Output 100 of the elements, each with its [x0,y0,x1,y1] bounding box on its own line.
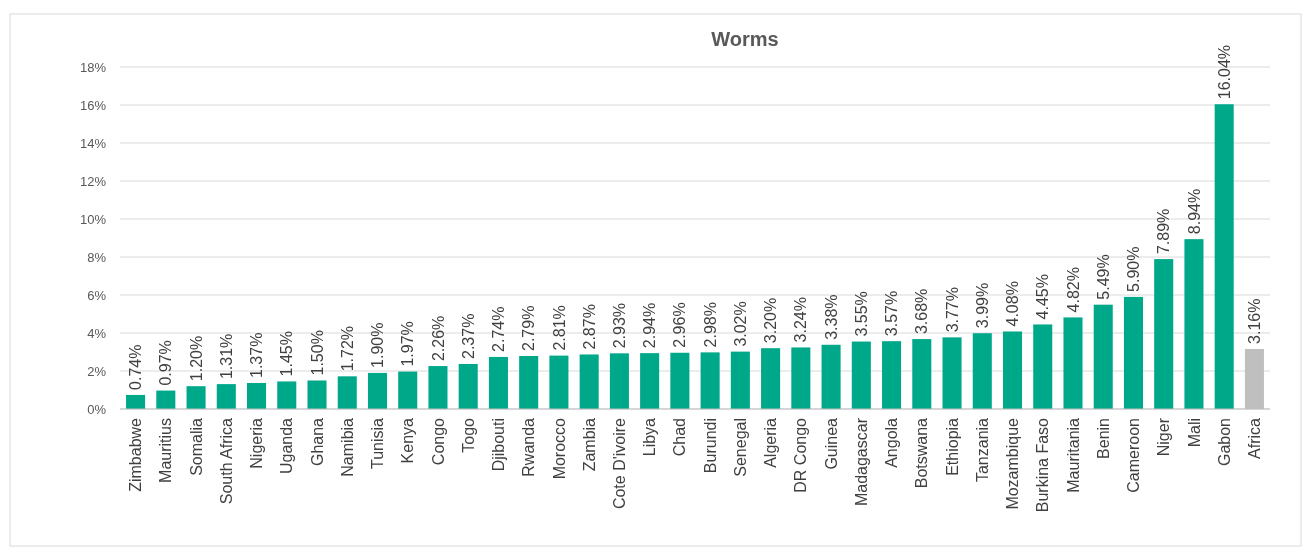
x-tick-label: Ethiopia [943,417,961,476]
bar [821,344,841,409]
data-label: 5.90% [1125,246,1143,292]
x-tick-label: Rwanda [520,417,538,477]
data-label: 3.20% [762,297,780,344]
bar [972,333,992,409]
x-tick-label: Mozambique [1004,417,1022,510]
bar [337,376,357,409]
chart-title: Worms [711,28,779,50]
bar [488,356,508,409]
x-tick-label: Djibouti [490,418,508,472]
x-tick-label: Benin [1094,418,1112,459]
x-tick-label: Zambia [580,417,598,472]
data-label: 2.74% [490,306,508,352]
data-label: 3.38% [822,294,840,340]
bar [791,347,811,409]
data-label: 4.82% [1064,267,1082,313]
y-tick-label: 0% [87,401,107,417]
x-tick-label: Zimbabwe [127,417,145,492]
bar [519,355,539,409]
bar [247,382,267,409]
bar [1002,331,1023,409]
bar [670,352,690,409]
data-label: 3.99% [973,282,991,329]
bar [428,366,448,409]
x-tick-label: Tunisia [369,417,387,469]
y-tick-label: 4% [87,325,107,341]
bar [851,341,871,409]
x-tick-label: Togo [459,417,477,453]
x-tick-label: Congo [429,417,447,466]
x-tick-label: Niger [1155,417,1173,457]
x-tick-label: Mauritius [157,418,175,483]
data-label: 2.26% [429,315,447,362]
bar [1214,104,1234,409]
x-tick-label: Angola [883,417,901,468]
x-tick-label: Botswana [913,417,931,489]
data-label: 2.98% [701,302,719,348]
data-label: 2.93% [611,302,628,349]
bar [398,371,418,409]
data-label: 2.87% [580,304,598,350]
x-tick-label: Nigeria [248,417,266,469]
x-tick-label: Morocco [550,417,568,480]
data-label: 1.37% [248,332,266,378]
x-tick-label: Uganda [278,417,296,475]
x-tick-label: Burundi [701,418,719,474]
x-tick-label: Namibia [338,417,356,477]
data-label: 3.68% [913,288,931,335]
data-label: 3.55% [852,291,870,337]
data-label: 1.45% [278,331,296,377]
x-tick-label: Somalia [187,417,205,476]
x-tick-label: Burkina Faso [1034,417,1052,513]
data-label: 0.74% [127,344,145,390]
bar [609,353,629,409]
y-tick-label: 16% [79,97,107,113]
data-label: 2.37% [459,313,477,359]
data-label: 3.57% [883,290,901,337]
x-tick-label: Guinea [822,417,840,470]
data-label: 1.20% [187,335,205,382]
data-label: 2.94% [641,302,659,349]
bar [186,386,206,409]
data-label: 4.45% [1034,274,1052,320]
data-label: 8.94% [1185,188,1203,235]
data-label: 0.97% [157,340,175,386]
y-tick-label: 8% [87,249,107,265]
data-label: 1.72% [338,325,356,372]
x-tick-label: Tanzania [973,417,991,483]
x-tick-label: DR Congo [792,417,810,493]
y-tick-label: 10% [79,211,107,227]
data-label: 3.24% [792,297,810,343]
x-tick-label: Africa [1246,417,1264,459]
bar [549,355,569,409]
x-tick-label: Madagascar [852,417,870,507]
bar [700,352,720,409]
bar [277,381,297,409]
data-label: 5.49% [1094,254,1112,300]
x-tick-label: Cameroon [1125,418,1143,493]
bar [1093,304,1113,409]
bar [942,337,962,409]
bar [458,363,478,409]
bar [579,354,599,409]
bar [1184,239,1204,409]
y-tick-label: 18% [79,59,107,75]
bar [1123,296,1143,409]
data-label: 3.02% [731,301,749,347]
x-tick-label: Libya [641,417,659,457]
y-tick-label: 6% [87,287,107,303]
y-tick-label: 14% [79,135,107,151]
bar [730,351,750,409]
bar [761,348,781,409]
data-label: 3.16% [1246,298,1264,344]
y-tick-label: 12% [79,173,107,189]
bar [156,390,176,409]
y-tick-label: 2% [87,363,107,379]
data-label: 2.81% [550,305,568,351]
data-label: 2.96% [671,302,689,348]
x-tick-label: Kenya [399,417,417,464]
data-label: 1.97% [399,321,417,367]
x-tick-label: Algeria [762,417,780,468]
x-tick-label: South Africa [217,417,235,505]
bar [1154,259,1174,409]
